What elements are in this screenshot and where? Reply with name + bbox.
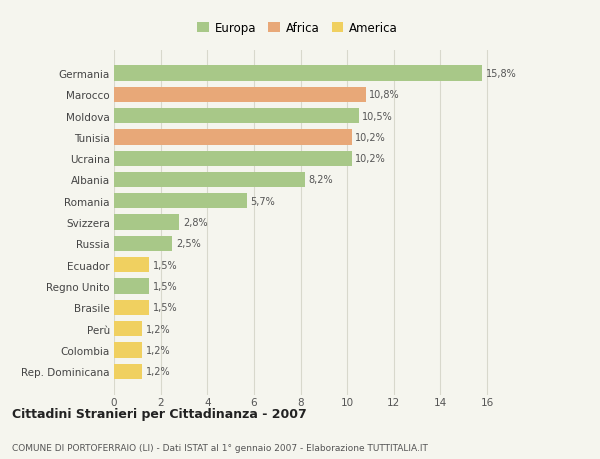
Bar: [114, 130, 352, 145]
Text: 10,2%: 10,2%: [355, 154, 386, 164]
Bar: [114, 109, 359, 124]
Text: 2,5%: 2,5%: [176, 239, 200, 249]
Text: 2,8%: 2,8%: [183, 218, 208, 228]
Text: 15,8%: 15,8%: [486, 69, 517, 79]
Bar: [114, 257, 149, 273]
Bar: [114, 364, 142, 379]
Bar: [114, 66, 482, 81]
Text: 1,5%: 1,5%: [152, 302, 177, 313]
Bar: [114, 321, 142, 336]
Text: 10,8%: 10,8%: [369, 90, 400, 100]
Text: 1,2%: 1,2%: [145, 345, 170, 355]
Text: 1,2%: 1,2%: [145, 324, 170, 334]
Text: 1,5%: 1,5%: [152, 281, 177, 291]
Text: 8,2%: 8,2%: [308, 175, 333, 185]
Text: 10,2%: 10,2%: [355, 133, 386, 143]
Bar: [114, 342, 142, 358]
Text: Cittadini Stranieri per Cittadinanza - 2007: Cittadini Stranieri per Cittadinanza - 2…: [12, 407, 307, 420]
Bar: [114, 173, 305, 188]
Text: 10,5%: 10,5%: [362, 112, 393, 121]
Bar: [114, 236, 172, 252]
Text: 1,2%: 1,2%: [145, 366, 170, 376]
Bar: [114, 300, 149, 315]
Text: 1,5%: 1,5%: [152, 260, 177, 270]
Bar: [114, 151, 352, 167]
Bar: [114, 279, 149, 294]
Bar: [114, 194, 247, 209]
Bar: [114, 215, 179, 230]
Text: 5,7%: 5,7%: [250, 196, 275, 207]
Text: COMUNE DI PORTOFERRAIO (LI) - Dati ISTAT al 1° gennaio 2007 - Elaborazione TUTTI: COMUNE DI PORTOFERRAIO (LI) - Dati ISTAT…: [12, 443, 428, 452]
Legend: Europa, Africa, America: Europa, Africa, America: [197, 22, 398, 35]
Bar: [114, 87, 366, 103]
